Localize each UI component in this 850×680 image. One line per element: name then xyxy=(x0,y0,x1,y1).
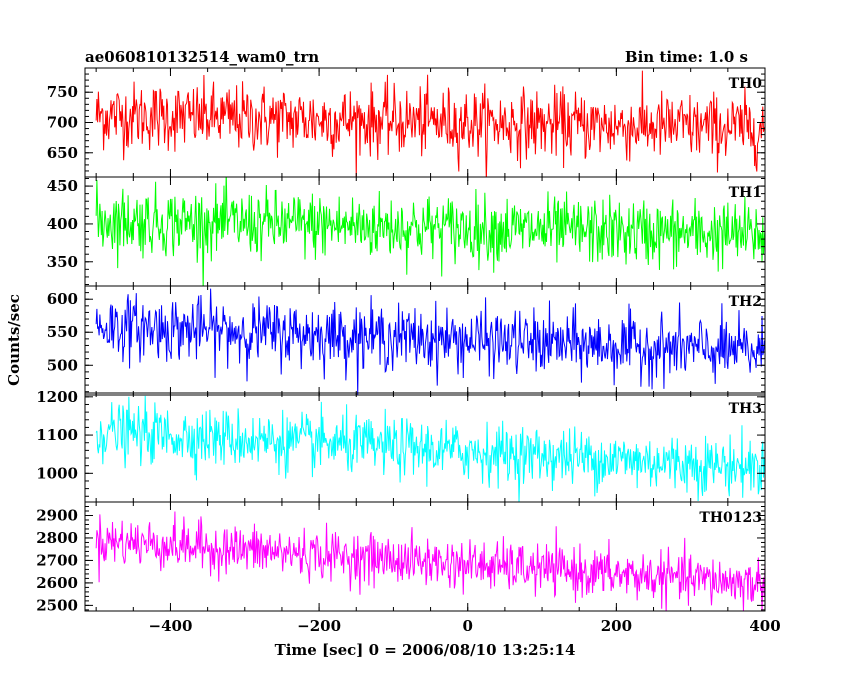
panel-th1: 350 400 450 TH1 xyxy=(47,176,766,287)
series-line-th0123 xyxy=(95,511,765,611)
panel-th0123: 2500 2600 2700 2800 2900 TH0123 xyxy=(36,501,766,614)
y-tick-label: 1200 xyxy=(36,388,78,406)
y-tick-label: 450 xyxy=(47,177,78,195)
x-tick-label: −200 xyxy=(297,617,341,635)
x-axis-label: Time [sec] 0 = 2006/08/10 13:25:14 xyxy=(275,641,576,659)
y-tick-label: 650 xyxy=(47,144,78,162)
series-line-th3 xyxy=(95,395,765,502)
panel-name-th2: TH2 xyxy=(729,294,762,310)
panel-frame xyxy=(84,285,766,396)
y-tick-label: 350 xyxy=(47,253,78,271)
y-axis-label: Counts/sec xyxy=(5,294,23,386)
panel-th2: 500 550 600 TH2 xyxy=(47,285,766,396)
y-tick-label: 400 xyxy=(47,215,78,233)
y-tick-label: 600 xyxy=(47,290,78,308)
series-line-th1 xyxy=(95,177,765,286)
y-tick-label: 2900 xyxy=(36,506,78,524)
x-tick-label: 400 xyxy=(749,617,780,635)
bin-time-label: Bin time: 1.0 s xyxy=(625,48,748,66)
x-tick-label: −400 xyxy=(149,617,193,635)
panel-name-th0: TH0 xyxy=(729,76,763,92)
y-tick-label: 500 xyxy=(47,356,78,374)
panel-name-th3: TH3 xyxy=(729,401,762,417)
y-tick-label: 2600 xyxy=(36,574,78,592)
y-tick-label: 550 xyxy=(47,323,78,341)
x-tick-label: 0 xyxy=(463,617,473,635)
y-tick-label: 2700 xyxy=(36,551,78,569)
series-line-th0 xyxy=(95,70,765,177)
panel-name-th1: TH1 xyxy=(729,185,762,201)
y-tick-label: 2800 xyxy=(36,529,78,547)
panels-group: 650 700 750 TH0 350 400 450 TH1 500 550 600 TH2 1000… xyxy=(36,67,781,635)
x-tick-label: 200 xyxy=(601,617,632,635)
y-tick-label: 750 xyxy=(47,83,78,101)
panel-frame xyxy=(84,501,766,612)
y-tick-label: 2500 xyxy=(36,596,78,614)
panel-name-th0123: TH0123 xyxy=(699,510,762,526)
chart-title: ae060810132514_wam0_trn xyxy=(85,48,319,66)
y-tick-label: 700 xyxy=(47,114,78,132)
y-tick-label: 1000 xyxy=(36,464,78,482)
y-tick-label: 1100 xyxy=(36,426,78,444)
panel-th3: 1000 1100 1200 TH3 xyxy=(36,388,766,503)
panel-th0: 650 700 750 TH0 xyxy=(47,67,766,178)
series-line-th2 xyxy=(95,288,765,395)
